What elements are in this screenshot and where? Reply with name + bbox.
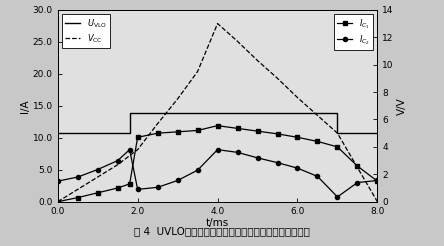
X-axis label: t/ms: t/ms <box>206 218 229 228</box>
Y-axis label: I/A: I/A <box>20 99 30 113</box>
Text: 图 4  UVLO随及晶体管集电极电流随电源电压变化关系图: 图 4 UVLO随及晶体管集电极电流随电源电压变化关系图 <box>134 226 310 236</box>
Y-axis label: V/V: V/V <box>396 97 407 115</box>
Legend: $I_{C_1}$, $I_{C_2}$: $I_{C_1}$, $I_{C_2}$ <box>334 14 373 50</box>
